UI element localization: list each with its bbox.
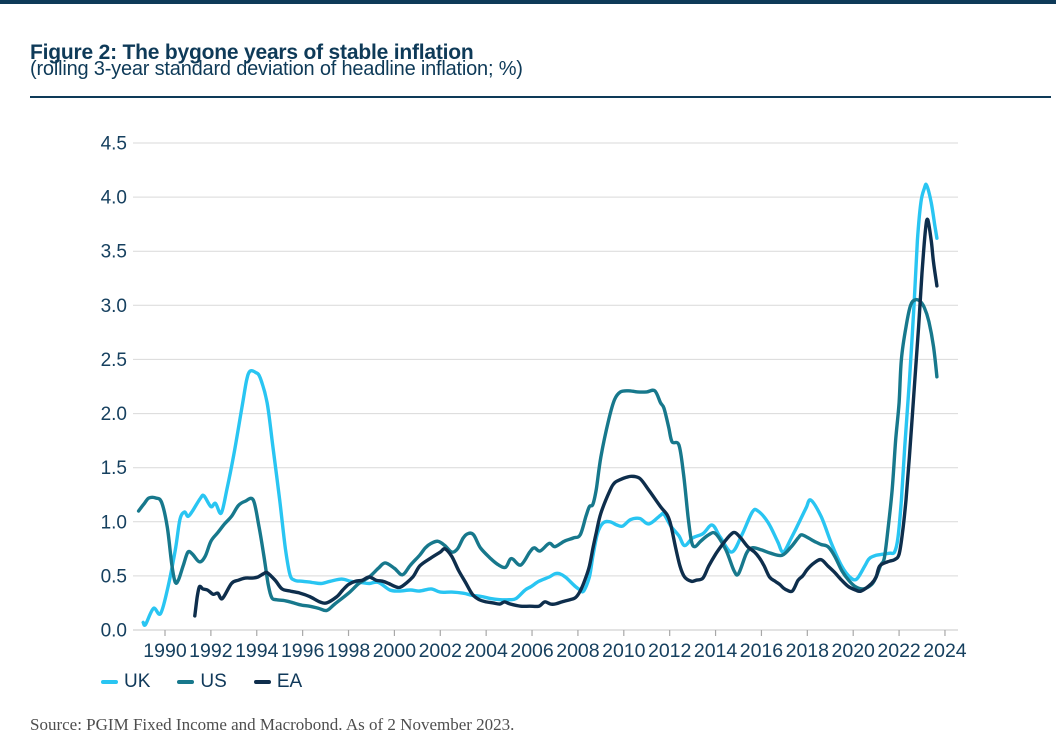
y-tick-label: 2.5 [101,350,127,371]
x-tick-label: 2016 [740,640,783,662]
x-tick-label: 1994 [235,640,279,662]
y-tick-label: 1.5 [101,458,127,479]
y-tick-label: 3.5 [101,242,127,263]
figure-subtitle: (rolling 3-year standard deviation of he… [30,58,523,80]
x-tick-label: 2000 [373,640,417,662]
uk-line-swatch [101,680,118,684]
legend-label-uk: UK [124,671,151,692]
x-tick-label: 2006 [510,640,553,662]
x-tick-label: 2014 [694,640,738,662]
ea-line-swatch [253,680,271,684]
x-tick-label: 1990 [143,640,187,662]
figure-title: Figure 2: The bygone years of stable inf… [30,41,474,65]
x-tick-label: 1992 [189,640,232,662]
y-tick-label: 4.5 [101,134,127,155]
y-tick-label: 2.0 [101,404,127,425]
top-accent-bar [0,0,1056,4]
x-tick-label: 2002 [419,640,462,662]
y-tick-label: 4.0 [101,188,127,209]
y-tick-label: 3.0 [101,296,127,317]
x-tick-label: 2018 [786,640,829,662]
legend-item-ea: EA [253,671,303,693]
x-tick-label: 1998 [327,640,370,662]
y-tick-label: 0.5 [101,566,127,587]
legend-label-us: US [200,671,227,692]
x-tick-label: 2024 [923,640,967,662]
legend-item-uk: UK [101,671,150,693]
x-tick-label: 2022 [877,640,920,662]
legend-label-ea: EA [276,671,303,692]
x-tick-label: 2004 [464,640,508,662]
header-divider [30,96,1051,98]
x-tick-label: 2012 [648,640,691,662]
source-note: Source: PGIM Fixed Income and Macrobond.… [30,715,515,734]
x-tick-label: 2020 [832,640,876,662]
x-tick-label: 2008 [556,640,599,662]
x-tick-label: 1996 [281,640,324,662]
y-tick-label: 0.0 [101,621,127,642]
chart-legend: UK US EA [101,671,329,693]
us-line-swatch [177,680,195,684]
series-line-us [136,297,939,613]
series-line-ea [193,217,939,618]
x-tick-label: 2010 [602,640,646,662]
y-tick-label: 1.0 [101,512,127,533]
legend-item-us: US [177,671,227,693]
series-line-uk [141,182,939,627]
